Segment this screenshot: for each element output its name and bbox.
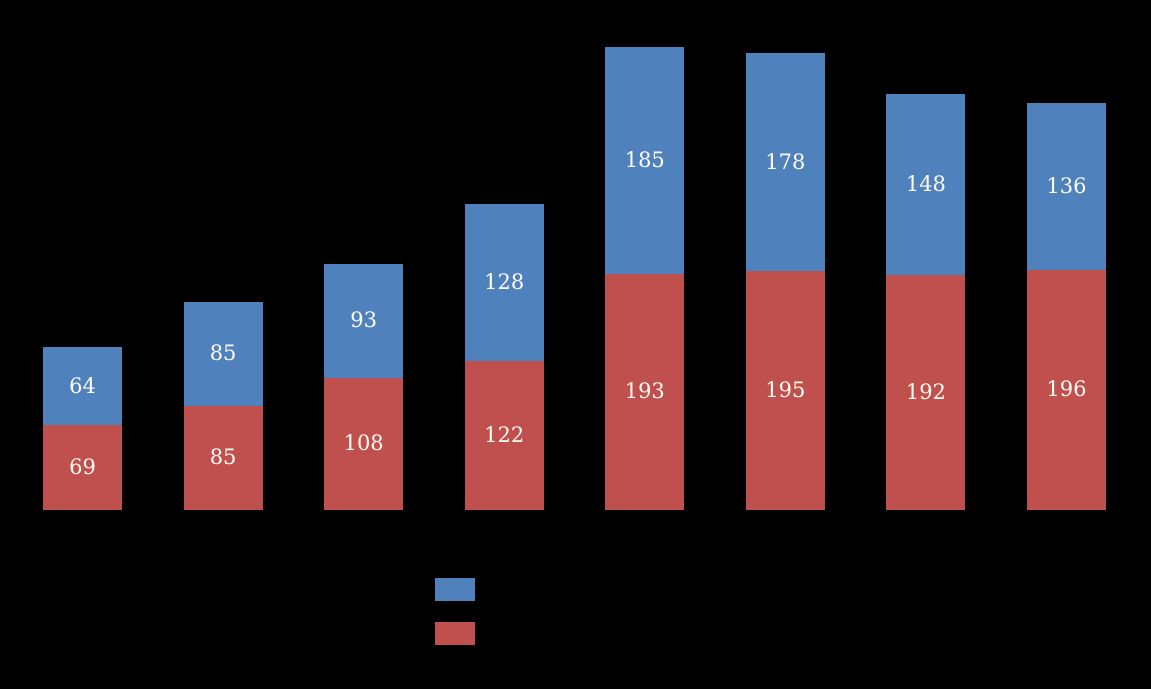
- bar-value-label: 69: [69, 455, 96, 480]
- bar-value-label: 85: [209, 445, 237, 470]
- bar-segment-red: 193: [605, 273, 685, 510]
- chart-legend: [435, 578, 475, 645]
- bar-segment-blue: 85: [183, 301, 263, 406]
- bar: 178 195: [745, 53, 825, 510]
- bar-value-label: 108: [343, 431, 384, 456]
- bar-value-label: 196: [1046, 377, 1087, 402]
- bar-segment-red: 192: [886, 274, 966, 510]
- bar: 85 85: [183, 301, 263, 510]
- bar-segment-red: 196: [1026, 269, 1106, 510]
- bar-value-label: 93: [350, 308, 377, 333]
- bar-value-label: 85: [209, 341, 237, 366]
- bar-segment-blue: 136: [1026, 103, 1106, 270]
- bar-segment-blue: 178: [745, 53, 825, 272]
- bar: 64 69: [43, 347, 122, 510]
- bar-segment-red: 195: [745, 271, 825, 510]
- bar-segment-red: 108: [324, 377, 404, 510]
- bar-value-label: 193: [624, 379, 665, 404]
- legend-swatch-blue: [435, 578, 475, 601]
- bar: 185 193: [605, 47, 685, 510]
- bar-segment-blue: 128: [464, 203, 544, 361]
- bar-segment-red: 69: [43, 425, 122, 510]
- bar: 136 196: [1026, 103, 1106, 510]
- bar-segment-red: 122: [464, 360, 544, 510]
- bar-value-label: 136: [1046, 174, 1087, 199]
- bar-value-label: 148: [905, 171, 946, 196]
- bar-segment-blue: 148: [886, 93, 966, 275]
- bar: 93 108: [324, 263, 404, 510]
- bar-value-label: 185: [624, 147, 665, 172]
- bar-segment-blue: 93: [324, 263, 404, 378]
- bar-value-label: 192: [905, 379, 946, 404]
- bar-value-label: 178: [765, 149, 806, 174]
- bar: 148 192: [886, 93, 966, 510]
- bar-segment-blue: 64: [43, 347, 122, 426]
- bar-segment-red: 85: [183, 405, 263, 510]
- bar-segment-blue: 185: [605, 47, 685, 274]
- bar-value-label: 128: [484, 269, 525, 294]
- bar: 128 122: [464, 203, 544, 510]
- bar-value-label: 122: [484, 422, 525, 447]
- bar-value-label: 64: [69, 373, 96, 398]
- legend-swatch-red: [435, 622, 475, 645]
- bar-value-label: 195: [765, 378, 806, 403]
- plot-area: 64 69 85 85 93 108 128 122 185 193 178 195 148 192 136…: [43, 47, 1106, 510]
